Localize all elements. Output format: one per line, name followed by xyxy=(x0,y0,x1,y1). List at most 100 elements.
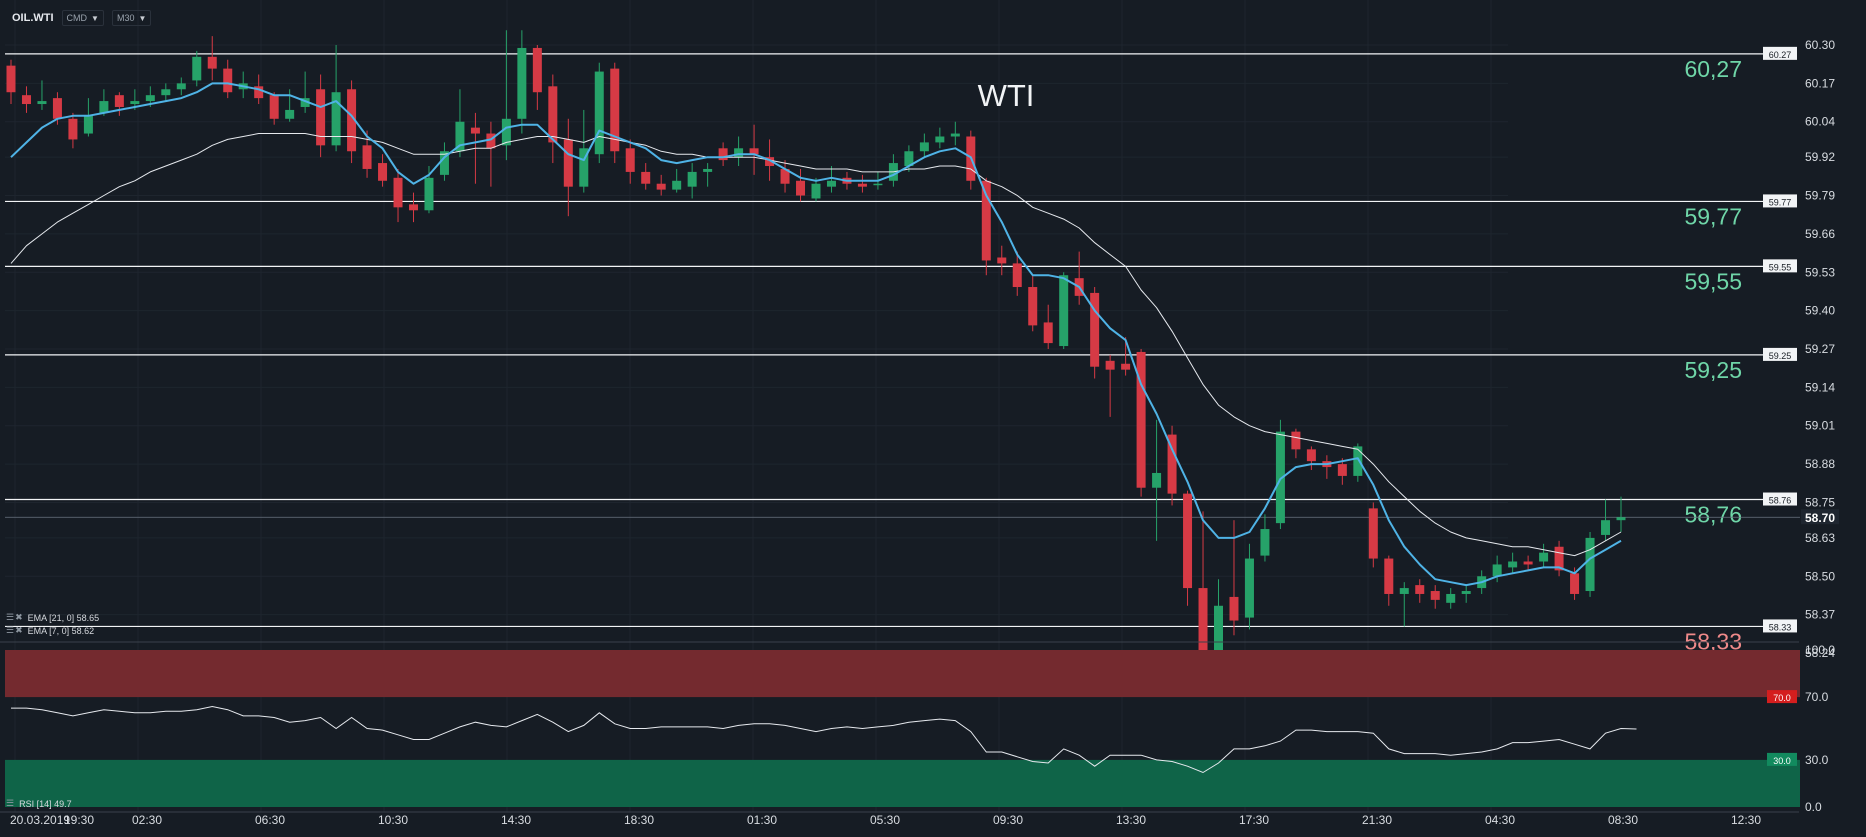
candle-body xyxy=(130,101,140,105)
price-tick-label: 58.24 xyxy=(1805,646,1835,660)
price-tick-label: 59.66 xyxy=(1805,227,1835,241)
candle-body xyxy=(656,183,666,190)
candle-body xyxy=(331,92,341,146)
candle-body xyxy=(672,180,682,190)
time-tick-label: 12:30 xyxy=(1731,813,1761,827)
time-tick-label: 14:30 xyxy=(501,813,531,827)
candle-body xyxy=(1028,287,1038,326)
candle-body xyxy=(501,118,511,146)
candle-body xyxy=(796,180,806,196)
candle-body xyxy=(548,86,558,143)
rsi-label: RSI [14] 49.7 xyxy=(19,798,72,809)
candle-body xyxy=(207,56,217,69)
level-tag: 60.27 xyxy=(1769,50,1792,60)
rsi-tick-label: 70.0 xyxy=(1805,690,1829,704)
symbol-label[interactable]: OIL.WTI xyxy=(12,12,54,24)
candle-body xyxy=(223,68,233,93)
candle-body xyxy=(579,148,589,187)
price-tick-label: 59.27 xyxy=(1805,342,1835,356)
candle-body xyxy=(765,157,775,167)
candle-body xyxy=(1291,431,1301,450)
rsi-overbought-tag-bg xyxy=(1767,690,1797,704)
rsi-overbought-band xyxy=(5,650,1800,698)
level-tag-bg xyxy=(1763,194,1797,208)
candle-body xyxy=(1183,493,1193,589)
current-price-tag-bg xyxy=(1801,509,1839,525)
candle-body xyxy=(1523,561,1533,565)
price-levels: 60.27 60,27 59.77 59,77 59.55 59,55 59.25 59,25… xyxy=(5,46,1797,654)
price-tick-label: 58.37 xyxy=(1805,608,1835,622)
candle-body xyxy=(641,171,651,184)
cmd-label: CMD xyxy=(66,13,88,23)
current-price-tag: 58.70 xyxy=(1805,511,1835,525)
candle-body xyxy=(997,257,1007,264)
price-tick-label: 59.92 xyxy=(1805,150,1835,164)
chevron-down-icon: ▼ xyxy=(138,13,147,23)
candle-body xyxy=(254,86,264,99)
timeframe-label: M30 xyxy=(116,13,135,23)
candle-body xyxy=(1260,529,1270,556)
price-tick-label: 58.63 xyxy=(1805,531,1835,545)
candle-body xyxy=(145,95,155,102)
level-label: 59,55 xyxy=(1684,268,1742,294)
price-tick-label: 59.53 xyxy=(1805,265,1835,279)
candle-body xyxy=(873,183,883,186)
candle-body xyxy=(718,148,728,161)
candle-body xyxy=(703,168,713,172)
candle-body xyxy=(424,177,434,211)
level-label: 58,76 xyxy=(1684,502,1742,528)
time-tick-label: 05:30 xyxy=(870,813,900,827)
level-label: 59,25 xyxy=(1684,357,1742,383)
time-tick-label: 21:30 xyxy=(1362,813,1392,827)
level-tag: 58.33 xyxy=(1769,622,1792,632)
level-label: 59,77 xyxy=(1684,203,1742,229)
candle-body xyxy=(1337,464,1347,476)
level-tag: 59.77 xyxy=(1769,197,1792,207)
candle-body xyxy=(610,68,620,152)
rsi-tick-label: 0.0 xyxy=(1805,800,1822,814)
ema7-label: EMA [7, 0] 58.62 xyxy=(27,625,95,636)
candle-body xyxy=(981,180,991,261)
candle-body xyxy=(811,183,821,199)
candle-body xyxy=(1616,517,1626,521)
candle-body xyxy=(1508,561,1518,568)
price-tick-label: 59.14 xyxy=(1805,380,1835,394)
candle-body xyxy=(52,98,62,119)
rsi-legend[interactable]: ☰ RSI [14] 49.7 xyxy=(6,798,72,809)
timeframe-dropdown[interactable]: M30 ▼ xyxy=(111,10,152,26)
ema-slow-line xyxy=(10,133,1622,557)
level-tag: 59.55 xyxy=(1769,262,1792,272)
level-label: 60,27 xyxy=(1684,56,1742,82)
indicator-settings-icon[interactable]: ☰✖ xyxy=(6,612,24,622)
ema21-legend[interactable]: ☰✖ EMA [21, 0] 58.65 xyxy=(6,612,99,623)
rsi-oversold-band xyxy=(5,759,1800,807)
price-tick-label: 60.17 xyxy=(1805,76,1835,90)
candle-body xyxy=(83,115,93,134)
candle-body xyxy=(300,98,310,107)
candle-body xyxy=(935,136,945,143)
price-tick-label: 58.50 xyxy=(1805,569,1835,583)
cmd-dropdown[interactable]: CMD ▼ xyxy=(61,10,104,26)
time-tick-label: 13:30 xyxy=(1116,813,1146,827)
candle-body xyxy=(378,163,388,181)
candle-body xyxy=(1275,431,1285,524)
ema-fast-line xyxy=(10,82,1622,587)
candle-body xyxy=(919,142,929,152)
rsi-tick-label: 100.0 xyxy=(1805,643,1835,657)
ema7-legend[interactable]: ☰✖ EMA [7, 0] 58.62 xyxy=(6,625,94,636)
indicator-settings-icon[interactable]: ☰ xyxy=(6,798,16,808)
indicator-settings-icon[interactable]: ☰✖ xyxy=(6,625,24,635)
candle-body xyxy=(269,95,279,119)
time-tick-label: 09:30 xyxy=(993,813,1023,827)
candle-body xyxy=(21,95,31,105)
candle-body xyxy=(1461,591,1471,594)
candle-body xyxy=(857,183,867,187)
candle-body xyxy=(1384,558,1394,594)
candle-body xyxy=(362,145,372,169)
candle-body xyxy=(1492,564,1502,577)
candle-body xyxy=(1446,593,1456,603)
candle-body xyxy=(285,109,295,119)
candle-body xyxy=(1121,363,1131,370)
